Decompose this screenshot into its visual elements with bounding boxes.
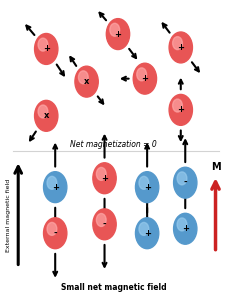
- Circle shape: [169, 94, 192, 125]
- Circle shape: [177, 218, 187, 231]
- Text: +: +: [101, 174, 108, 183]
- Text: +: +: [144, 183, 151, 192]
- Circle shape: [44, 218, 67, 249]
- Circle shape: [93, 163, 116, 194]
- Text: +: +: [52, 183, 59, 192]
- Circle shape: [44, 172, 67, 203]
- Circle shape: [177, 172, 187, 185]
- Circle shape: [96, 167, 106, 180]
- Circle shape: [47, 222, 57, 236]
- Text: +: +: [114, 30, 121, 39]
- Circle shape: [174, 167, 197, 198]
- Text: -: -: [53, 229, 57, 238]
- Circle shape: [173, 37, 183, 50]
- Circle shape: [35, 34, 58, 64]
- Circle shape: [75, 66, 98, 97]
- Circle shape: [96, 214, 106, 226]
- Text: x: x: [44, 111, 49, 120]
- Circle shape: [93, 209, 116, 240]
- Circle shape: [38, 38, 48, 51]
- Circle shape: [137, 68, 146, 81]
- Text: x: x: [84, 77, 89, 86]
- Circle shape: [35, 100, 58, 131]
- Circle shape: [139, 176, 149, 189]
- Circle shape: [169, 32, 192, 63]
- Text: -: -: [183, 178, 187, 187]
- Circle shape: [139, 222, 149, 236]
- Text: +: +: [177, 43, 184, 52]
- Text: Small net magnetic field: Small net magnetic field: [61, 283, 166, 292]
- Circle shape: [47, 176, 57, 189]
- Text: +: +: [141, 74, 148, 83]
- Circle shape: [174, 213, 197, 244]
- Circle shape: [106, 19, 130, 50]
- Circle shape: [173, 99, 183, 112]
- Text: External magnetic field: External magnetic field: [6, 179, 11, 252]
- Circle shape: [136, 218, 159, 249]
- Text: Net magnetization = 0: Net magnetization = 0: [70, 140, 157, 148]
- Circle shape: [38, 105, 48, 118]
- Text: -: -: [103, 220, 106, 229]
- Text: +: +: [144, 229, 151, 238]
- Text: +: +: [177, 105, 184, 114]
- Text: M: M: [211, 162, 220, 172]
- Text: +: +: [182, 224, 189, 233]
- Circle shape: [110, 23, 120, 36]
- Circle shape: [136, 172, 159, 203]
- Circle shape: [133, 63, 157, 94]
- Text: +: +: [43, 44, 50, 53]
- Circle shape: [79, 71, 88, 84]
